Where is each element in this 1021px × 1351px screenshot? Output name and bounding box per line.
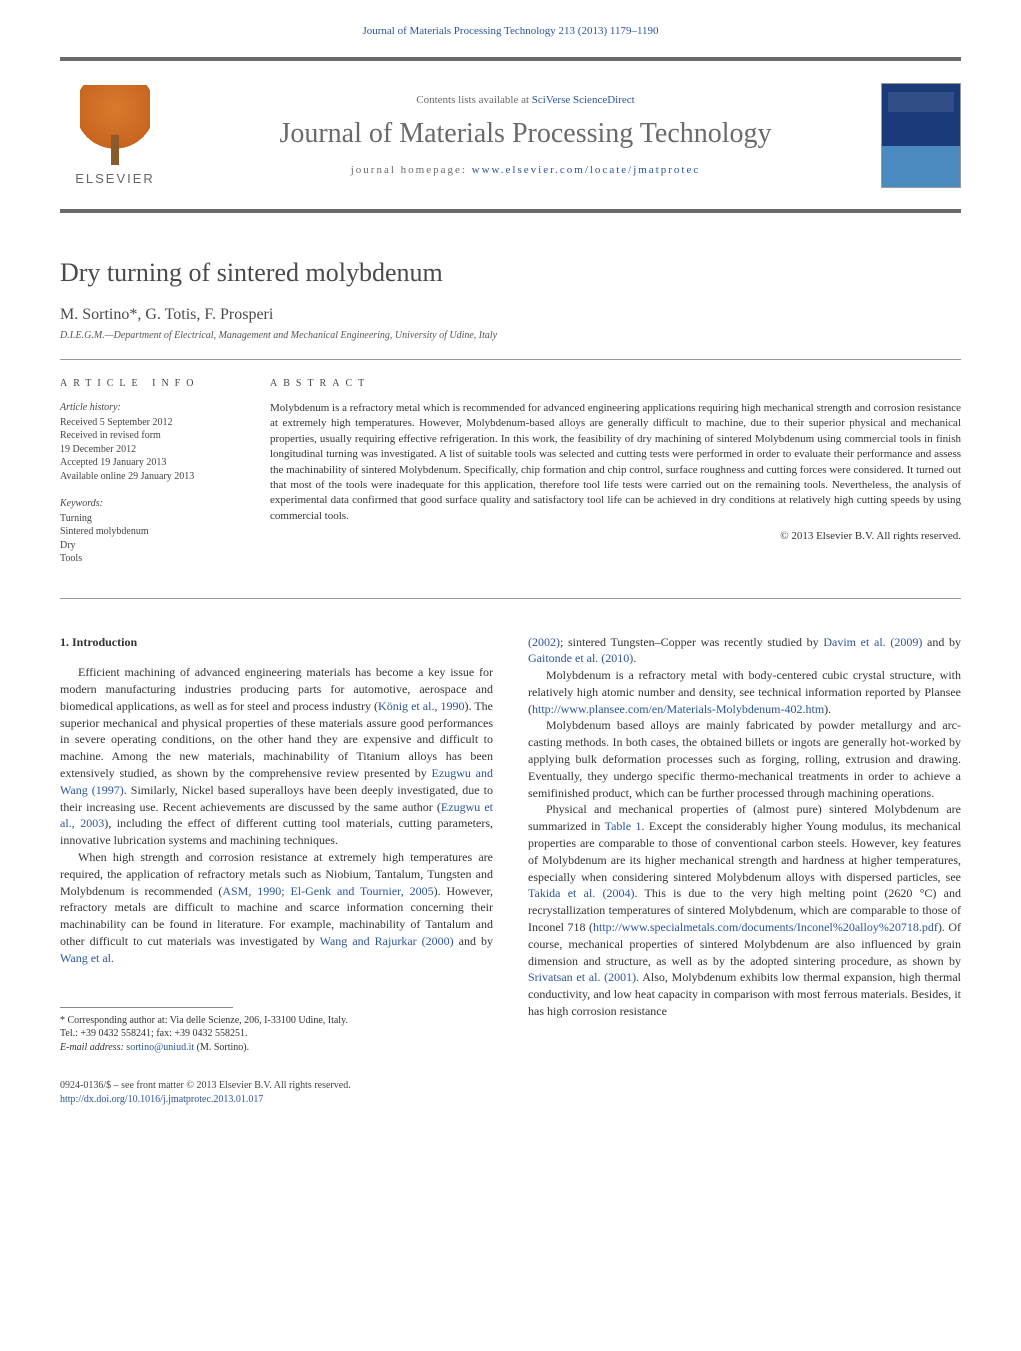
abstract-text: Molybdenum is a refractory metal which i…	[270, 401, 961, 524]
ref-wang-etal[interactable]: Wang et al.	[60, 951, 114, 965]
keywords-label: Keywords:	[60, 497, 245, 511]
publisher-name: ELSEVIER	[75, 171, 155, 186]
corr-author-email-line: E-mail address: sortino@uniud.it (M. Sor…	[60, 1041, 493, 1055]
ref-srivatsan-2001[interactable]: Srivatsan et al. (2001)	[528, 970, 636, 984]
right-para-3: Molybdenum based alloys are mainly fabri…	[528, 717, 961, 801]
masthead: ELSEVIER Contents lists available at Sci…	[60, 57, 961, 213]
ref-asm-elgenk[interactable]: ASM, 1990; El-Genk and Tournier, 2005	[222, 884, 433, 898]
right-column: (2002); sintered Tungsten–Copper was rec…	[528, 634, 961, 1055]
contents-available-line: Contents lists available at SciVerse Sci…	[190, 94, 861, 106]
keyword-2: Sintered molybdenum	[60, 525, 245, 539]
received-date: Received 5 September 2012	[60, 416, 245, 430]
sciencedirect-link[interactable]: SciVerse ScienceDirect	[532, 94, 635, 106]
accepted-date: Accepted 19 January 2013	[60, 456, 245, 470]
revised-line1: Received in revised form	[60, 429, 245, 443]
masthead-center: Contents lists available at SciVerse Sci…	[190, 94, 861, 176]
running-header: Journal of Materials Processing Technolo…	[0, 0, 1021, 47]
journal-homepage-link[interactable]: www.elsevier.com/locate/jmatprotec	[472, 164, 701, 176]
article-title: Dry turning of sintered molybdenum	[60, 258, 961, 288]
intro-para-1: Efficient machining of advanced engineer…	[60, 664, 493, 849]
ref-takida-2004[interactable]: Takida et al. (2004)	[528, 886, 635, 900]
ref-inconel-url[interactable]: http://www.specialmetals.com/documents/I…	[593, 920, 938, 934]
online-date: Available online 29 January 2013	[60, 470, 245, 484]
ref-wang-2002[interactable]: (2002)	[528, 635, 560, 649]
ref-wang-2000[interactable]: Wang and Rajurkar (2000)	[320, 934, 454, 948]
body-two-columns: 1. Introduction Efficient machining of a…	[60, 634, 961, 1055]
ref-plansee-url[interactable]: http://www.plansee.com/en/Materials-Moly…	[532, 702, 824, 716]
corr-author-address: * Corresponding author at: Via delle Sci…	[60, 1014, 493, 1028]
left-column: 1. Introduction Efficient machining of a…	[60, 634, 493, 1055]
keywords-block: Keywords: Turning Sintered molybdenum Dr…	[60, 497, 245, 566]
footnote-separator	[60, 1007, 233, 1008]
info-abstract-row: ARTICLE INFO Article history: Received 5…	[60, 359, 961, 599]
journal-title: Journal of Materials Processing Technolo…	[190, 118, 861, 150]
article-info-heading: ARTICLE INFO	[60, 378, 245, 389]
page-footer: 0924-0136/$ – see front matter © 2013 El…	[60, 1079, 961, 1106]
journal-homepage-line: journal homepage: www.elsevier.com/locat…	[190, 164, 861, 176]
section-1-heading: 1. Introduction	[60, 634, 493, 651]
journal-cover-thumbnail	[881, 83, 961, 188]
ref-gaitonde-2010[interactable]: Gaitonde et al. (2010)	[528, 651, 633, 665]
abstract-column: ABSTRACT Molybdenum is a refractory meta…	[270, 378, 961, 580]
ref-konig-1990[interactable]: König et al., 1990	[378, 699, 464, 713]
keyword-4: Tools	[60, 552, 245, 566]
corr-email-link[interactable]: sortino@uniud.it	[126, 1042, 194, 1053]
keyword-3: Dry	[60, 539, 245, 553]
elsevier-tree-icon	[80, 85, 150, 165]
intro-para-2: When high strength and corrosion resista…	[60, 849, 493, 967]
publisher-logo: ELSEVIER	[60, 75, 170, 195]
author-list: M. Sortino*, G. Totis, F. Prosperi	[60, 306, 961, 324]
ref-davim-2009[interactable]: Davim et al. (2009)	[823, 635, 922, 649]
doi-link[interactable]: http://dx.doi.org/10.1016/j.jmatprotec.2…	[60, 1094, 263, 1105]
article-history-block: Article history: Received 5 September 20…	[60, 401, 245, 483]
abstract-heading: ABSTRACT	[270, 378, 961, 389]
affiliation: D.I.E.G.M.—Department of Electrical, Man…	[60, 330, 961, 341]
corr-author-tel: Tel.: +39 0432 558241; fax: +39 0432 558…	[60, 1027, 493, 1041]
article-info-column: ARTICLE INFO Article history: Received 5…	[60, 378, 270, 580]
abstract-copyright: © 2013 Elsevier B.V. All rights reserved…	[270, 530, 961, 542]
footer-copyright: 0924-0136/$ – see front matter © 2013 El…	[60, 1079, 961, 1093]
keyword-1: Turning	[60, 512, 245, 526]
history-label: Article history:	[60, 401, 245, 415]
revised-line2: 19 December 2012	[60, 443, 245, 457]
right-para-1: (2002); sintered Tungsten–Copper was rec…	[528, 634, 961, 668]
header-citation[interactable]: Journal of Materials Processing Technolo…	[362, 25, 658, 37]
corresponding-author-footnote: * Corresponding author at: Via delle Sci…	[60, 1014, 493, 1055]
ref-table-1[interactable]: Table 1	[605, 819, 642, 833]
article-front-matter: Dry turning of sintered molybdenum M. So…	[60, 258, 961, 1054]
right-para-2: Molybdenum is a refractory metal with bo…	[528, 667, 961, 717]
right-para-4: Physical and mechanical properties of (a…	[528, 801, 961, 1019]
